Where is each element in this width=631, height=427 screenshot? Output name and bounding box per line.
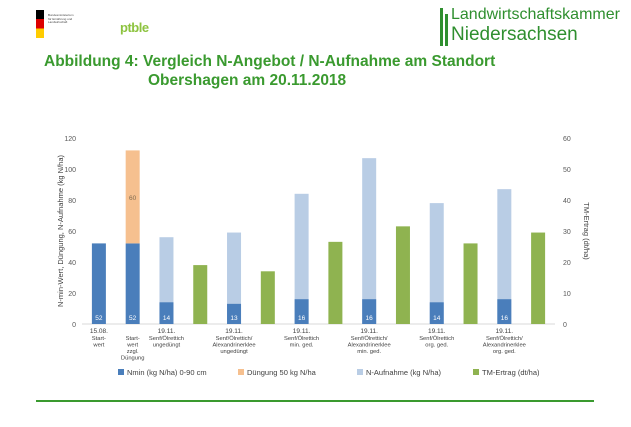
lwk-logo: Landwirtschaftskammer Niedersachsen (437, 6, 627, 48)
page-title: Abbildung 4: Vergleich N-Angebot / N-Auf… (44, 52, 495, 90)
x-category-label: Start- (92, 336, 106, 342)
x-category-label: min. ged. (290, 343, 314, 349)
bar-tm-ertrag (395, 226, 410, 324)
y-right-tick-label: 60 (563, 136, 571, 143)
x-category-date: 19.11. (158, 328, 176, 335)
bar-naufnahme (497, 189, 512, 324)
x-category-label: Alexandrinerklee (483, 343, 526, 349)
x-category-label: Start- (126, 336, 140, 342)
bmel-logo: Bundesministerium für Ernährung und Land… (34, 10, 74, 38)
x-category-label: Senf/Ölrettich/ (486, 335, 523, 342)
legend-label: TM-Ertrag (dt/ha) (482, 368, 540, 377)
lwk-mark-icon (440, 8, 448, 46)
x-category-label: Senf/Ölrettich (419, 335, 454, 342)
x-category-label: org. ged. (425, 343, 448, 349)
bar-nmin (294, 299, 309, 324)
bar-duengung (125, 150, 140, 244)
y-left-axis-title: N-min-Wert, Düngung, N-Aufnahme (kg N/ha… (56, 154, 65, 307)
legend-swatch (118, 369, 124, 375)
y-right-tick-label: 50 (563, 167, 571, 174)
bar-tm-ertrag (260, 271, 275, 324)
bar-nmin (125, 243, 140, 324)
x-category-label: Alexandrinerklee (212, 343, 255, 349)
data-label-nmin: 14 (163, 315, 171, 322)
y-right-tick-label: 10 (563, 291, 571, 298)
left-logos: Bundesministerium für Ernährung und Land… (34, 6, 149, 42)
x-category-date: 19.11. (496, 328, 514, 335)
bar-nmin (497, 299, 512, 324)
data-label-nmin: 16 (366, 315, 374, 322)
y-left-tick-label: 120 (64, 136, 76, 143)
legend-label: N-Aufnahme (kg N/ha) (366, 368, 442, 377)
y-left-tick-label: 20 (68, 291, 76, 298)
bar-nmin (429, 302, 444, 324)
bar-naufnahme (294, 193, 309, 324)
y-left-tick-label: 40 (68, 260, 76, 267)
data-label-nmin: 13 (230, 315, 238, 322)
x-category-label: ungedüngt (153, 343, 181, 349)
x-category-label: Senf/Ölrettich/ (216, 335, 253, 342)
bar-nmin (362, 299, 377, 324)
x-category-date: 19.11. (360, 328, 378, 335)
data-label-duengung: 60 (129, 195, 137, 202)
y-right-tick-label: 30 (563, 229, 571, 236)
x-category-label: wert (126, 343, 138, 349)
legend-label: Düngung 50 kg N/ha (247, 368, 317, 377)
y-right-axis-title: TM-Ertrag (dt/ha) (582, 202, 591, 260)
y-left-tick-label: 100 (64, 167, 76, 174)
legend-label: Nmin (kg N/ha) 0-90 cm (127, 368, 207, 377)
bar-naufnahme (362, 158, 377, 324)
y-right-tick-label: 40 (563, 198, 571, 205)
bar-nmin (91, 243, 106, 324)
data-label-nmin: 52 (129, 315, 137, 322)
title-line2: Obershagen am 20.11.2018 (148, 72, 347, 89)
bar-naufnahme (429, 203, 444, 324)
x-category-label: wert (92, 343, 104, 349)
x-category-date: 19.11. (428, 328, 446, 335)
y-left-tick-label: 60 (68, 229, 76, 236)
bottom-rule (36, 400, 594, 402)
x-category-label: org. ged. (493, 349, 516, 355)
bar-tm-ertrag (531, 232, 546, 324)
x-category-date: 15.08. (90, 328, 108, 335)
bar-nmin (159, 302, 174, 324)
data-label-nmin: 14 (433, 315, 441, 322)
lwk-line1: Landwirtschaftskammer (451, 6, 620, 23)
x-category-label: min. ged. (357, 349, 381, 355)
title-line1: Abbildung 4: Vergleich N-Angebot / N-Auf… (44, 53, 496, 70)
bmel-logo-text: Bundesministerium für Ernährung und Land… (48, 13, 74, 24)
x-category-label: ungedüngt (220, 349, 248, 355)
legend-swatch (473, 369, 479, 375)
data-label-nmin: 16 (501, 315, 509, 322)
legend-swatch (357, 369, 363, 375)
bar-tm-ertrag (328, 241, 343, 324)
y-right-tick-label: 20 (563, 260, 571, 267)
x-category-label: zzgl. (127, 349, 139, 355)
lwk-line2: Niedersachsen (451, 24, 578, 45)
x-category-label: Senf/Ölrettich/ (351, 335, 388, 342)
y-right-tick-label: 0 (563, 322, 567, 329)
y-left-tick-label: 0 (72, 322, 76, 329)
x-category-date: 19.11. (225, 328, 243, 335)
data-label-nmin: 52 (95, 315, 103, 322)
bar-tm-ertrag (193, 265, 208, 324)
bar-naufnahme (227, 232, 242, 324)
x-category-label: Senf/Ölrettich (284, 335, 319, 342)
bar-nmin (227, 303, 242, 324)
legend-swatch (238, 369, 244, 375)
x-category-date: 19.11. (293, 328, 311, 335)
bar-tm-ertrag (463, 243, 478, 324)
data-label-nmin: 16 (298, 315, 306, 322)
x-category-label: Alexandrinerklee (348, 343, 391, 349)
x-category-label: Senf/Ölrettich (149, 335, 184, 342)
x-category-label: Düngung (121, 356, 145, 362)
y-left-tick-label: 80 (68, 198, 76, 205)
ptble-logo: ptble (120, 20, 149, 35)
